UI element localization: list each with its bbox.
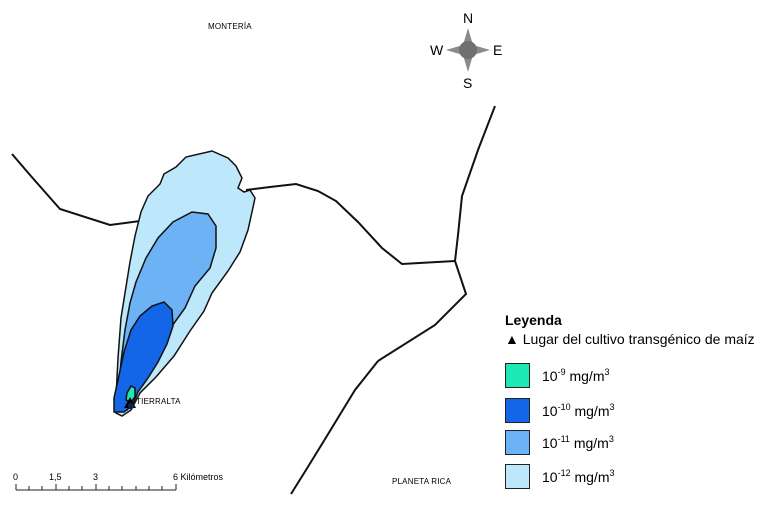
compass-north-label: N: [463, 10, 474, 26]
legend-item: 10-12 mg/m3: [505, 464, 765, 494]
legend-item: 10-9 mg/m3: [505, 363, 765, 393]
legend-swatch: [505, 363, 530, 388]
scale-label-0: 0: [13, 472, 19, 482]
legend-item: 10-10 mg/m3: [505, 398, 765, 428]
boundary-east-upper: [454, 105, 496, 262]
legend-swatch: [505, 464, 530, 489]
town-label-planeta-rica: PLANETA RICA: [392, 477, 452, 486]
crop-site-marker: [124, 397, 136, 410]
boundary-west: [11, 153, 141, 227]
dispersion-plume: [113, 150, 256, 417]
legend-swatch: [505, 430, 530, 455]
legend-swatch: [505, 398, 530, 423]
scale-label-6: 6 Kilómetros: [173, 472, 224, 482]
legend-item: 10-11 mg/m3: [505, 430, 765, 460]
compass-south-label: S: [463, 75, 473, 91]
boundary-lines: [11, 105, 496, 495]
compass-west-label: W: [430, 42, 444, 58]
legend-item-label: 10-11 mg/m3: [542, 434, 614, 451]
plume-contour-1e-10: [113, 301, 174, 413]
boundary-south: [290, 360, 379, 495]
legend-item-label: 10-12 mg/m3: [542, 468, 615, 485]
compass-east-label: E: [493, 42, 503, 58]
legend-site-entry: ▲ Lugar del cultivo transgénico de maíz: [505, 331, 755, 347]
triangle-icon: ▲: [505, 331, 519, 347]
scale-bar: [15, 484, 177, 491]
scale-label-1-5: 1,5: [49, 472, 62, 482]
legend-title: Leyenda: [505, 312, 562, 328]
legend-item-label: 10-9 mg/m3: [542, 367, 610, 384]
compass-rose-icon: [446, 28, 490, 72]
town-label-tierralta: TIERRALTA: [136, 397, 181, 406]
boundary-east-middle: [377, 260, 468, 362]
legend: Leyenda ▲ Lugar del cultivo transgénico …: [505, 312, 755, 489]
scale-label-3: 3: [93, 472, 99, 482]
legend-site-label: Lugar del cultivo transgénico de maíz: [522, 331, 755, 347]
legend-item-label: 10-10 mg/m3: [542, 402, 615, 419]
scale-unit: Kilómetros: [180, 472, 224, 482]
town-label-monteria: MONTERÍA: [208, 22, 252, 31]
boundary-north-east: [245, 182, 456, 266]
